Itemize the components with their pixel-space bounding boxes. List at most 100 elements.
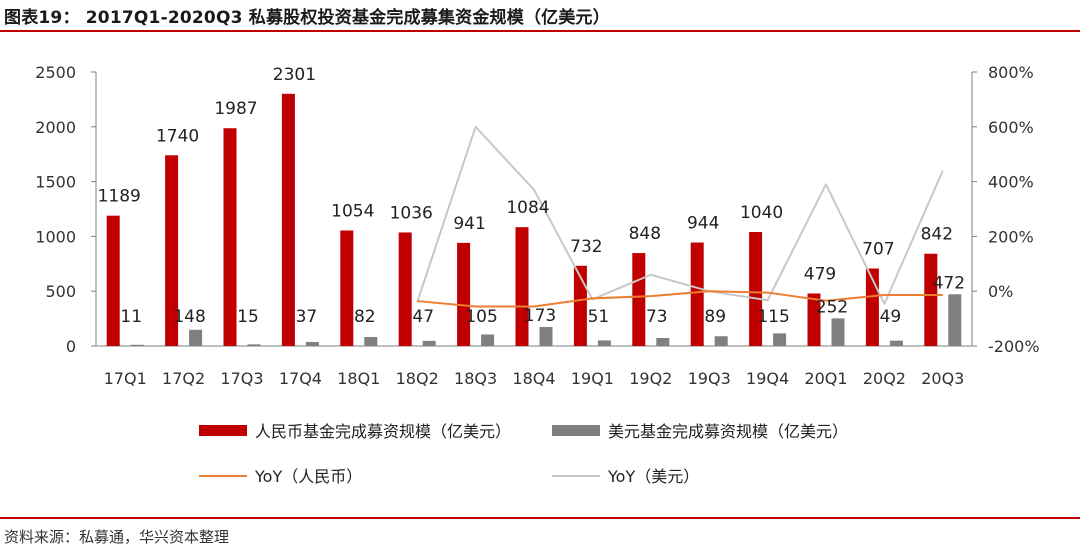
bar-usd-19Q2 — [656, 337, 670, 346]
bar-rmb-20Q1 — [807, 293, 821, 346]
right-tick-label: 400% — [988, 173, 1034, 192]
data-label-usd: 105 — [465, 307, 497, 327]
legend-label-3: YoY（美元） — [607, 467, 699, 486]
data-label-rmb: 1054 — [331, 201, 374, 221]
line-yoy-rmb — [417, 290, 943, 308]
legend-swatch-0 — [199, 425, 247, 436]
data-label-rmb: 944 — [687, 214, 719, 234]
data-label-usd: 47 — [412, 307, 434, 327]
data-label-rmb: 707 — [862, 240, 894, 260]
data-label-usd: 11 — [120, 307, 142, 327]
bar-usd-18Q3 — [481, 334, 495, 346]
right-tick-label: 0% — [988, 282, 1013, 301]
line-yoy-usd — [416, 125, 944, 305]
left-tick-label: 1500 — [35, 173, 76, 192]
x-tick-label: 20Q3 — [921, 369, 964, 388]
bar-usd-18Q2 — [422, 340, 436, 346]
axes: 0 500 1000 1500 2000 2500 -200% 0% 200% 400% 600% 8… — [35, 63, 1039, 388]
bar-rmb-17Q4 — [281, 93, 295, 347]
left-tick-label: 2500 — [35, 63, 76, 82]
left-tick-label: 0 — [66, 337, 76, 356]
title-rule — [0, 30, 1080, 32]
legend-label-2: YoY（人民币） — [254, 467, 362, 486]
x-tick-label: 17Q2 — [162, 369, 205, 388]
x-tick-label: 18Q1 — [337, 369, 380, 388]
data-label-usd: 73 — [646, 307, 668, 327]
right-tick-label: 800% — [988, 63, 1034, 82]
bars — [106, 93, 962, 347]
bar-usd-17Q3 — [247, 344, 261, 346]
yoy-lines — [416, 125, 944, 308]
left-tick-label: 2000 — [35, 118, 76, 137]
data-label-usd: 173 — [524, 306, 556, 326]
x-tick-label: 18Q2 — [396, 369, 439, 388]
data-label-usd: 51 — [588, 307, 610, 327]
data-label-rmb: 941 — [453, 214, 485, 234]
data-label-usd: 472 — [933, 273, 965, 293]
legend-label-1: 美元基金完成募资规模（亿美元） — [608, 422, 848, 441]
bar-usd-20Q2 — [889, 340, 903, 346]
x-tick-label: 17Q4 — [279, 369, 322, 388]
bar-rmb-18Q3 — [457, 242, 471, 346]
x-tick-label: 20Q2 — [863, 369, 906, 388]
x-tick-label: 17Q3 — [220, 369, 263, 388]
bar-rmb-18Q1 — [340, 230, 354, 346]
bar-usd-19Q4 — [773, 333, 787, 346]
x-tick-label: 20Q1 — [804, 369, 847, 388]
bar-rmb-19Q4 — [749, 232, 763, 346]
data-label-usd: 115 — [757, 307, 789, 327]
x-tick-label: 18Q4 — [512, 369, 555, 388]
x-tick-label: 19Q1 — [571, 369, 614, 388]
chart: 0 500 1000 1500 2000 2500 -200% 0% 200% 400% 600% 8… — [35, 63, 1039, 486]
x-tick-label: 19Q4 — [746, 369, 789, 388]
data-label-usd: 15 — [237, 307, 259, 327]
bar-usd-20Q1 — [831, 318, 845, 346]
data-label-rmb: 479 — [804, 265, 836, 285]
bar-rmb-18Q2 — [398, 232, 412, 346]
bar-rmb-17Q1 — [106, 215, 120, 346]
bar-rmb-19Q3 — [690, 242, 704, 346]
data-label-rmb: 848 — [629, 224, 661, 244]
bar-usd-18Q1 — [364, 337, 378, 346]
right-tick-label: 200% — [988, 227, 1034, 246]
data-label-rmb: 732 — [570, 237, 602, 257]
chart-title: 图表19： 2017Q1-2020Q3 私募股权投资基金完成募集资金规模（亿美元… — [4, 8, 610, 28]
right-tick-label: 600% — [988, 118, 1034, 137]
data-label-rmb: 2301 — [273, 65, 316, 85]
bar-usd-20Q3 — [948, 294, 962, 346]
data-label-rmb: 1189 — [98, 187, 141, 207]
source-note: 资料来源：私募通，华兴资本整理 — [4, 528, 230, 546]
legend-label-0: 人民币基金完成募资规模（亿美元） — [255, 422, 511, 441]
bar-rmb-17Q3 — [223, 128, 237, 346]
legend: 人民币基金完成募资规模（亿美元） 美元基金完成募资规模（亿美元） YoY（人民币） Y… — [199, 422, 848, 486]
data-label-rmb: 1036 — [390, 203, 433, 223]
right-tick-label: -200% — [988, 337, 1040, 356]
data-label-rmb: 1740 — [156, 126, 199, 146]
data-label-usd: 49 — [880, 307, 902, 327]
data-label-usd: 252 — [816, 297, 848, 317]
left-tick-label: 1000 — [35, 227, 76, 246]
data-label-rmb: 842 — [921, 225, 953, 245]
bar-rmb-20Q3 — [924, 253, 938, 346]
legend-swatch-1 — [552, 425, 600, 436]
left-tick-label: 500 — [45, 282, 76, 301]
data-label-rmb: 1040 — [740, 203, 783, 223]
data-label-rmb: 1084 — [506, 198, 549, 218]
x-tick-label: 19Q2 — [629, 369, 672, 388]
data-label-usd: 37 — [296, 307, 318, 327]
footer-rule — [0, 517, 1080, 519]
x-tick-label: 17Q1 — [104, 369, 147, 388]
bar-usd-17Q2 — [189, 329, 203, 346]
bar-rmb-19Q2 — [632, 253, 646, 346]
data-label-usd: 89 — [704, 307, 726, 327]
bar-usd-19Q1 — [597, 340, 611, 346]
x-tick-label: 19Q3 — [688, 369, 731, 388]
data-label-usd: 148 — [173, 307, 205, 327]
bar-usd-17Q1 — [130, 344, 144, 346]
data-label-usd: 82 — [354, 307, 376, 327]
bar-rmb-18Q4 — [515, 227, 529, 346]
bar-rmb-17Q2 — [165, 155, 179, 346]
bar-usd-19Q3 — [714, 336, 728, 346]
x-tick-label: 18Q3 — [454, 369, 497, 388]
